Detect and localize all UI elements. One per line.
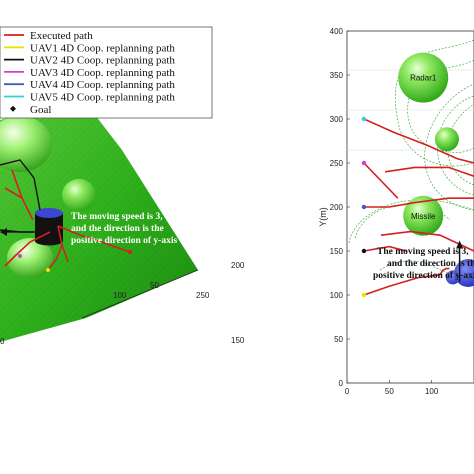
- threat-sphere-1: [62, 179, 96, 211]
- executed-path-0: [363, 118, 474, 164]
- executed-path-4: [363, 245, 407, 252]
- y-axis-title: Y(m): [318, 207, 328, 227]
- annotation-3d-line-1: The moving speed is 3,: [71, 212, 163, 222]
- y-tick-label-0: 0: [339, 379, 344, 388]
- start-point-uav2: [361, 248, 367, 254]
- executed-path-7: [439, 267, 450, 276]
- threat-sphere-2: [7, 238, 53, 278]
- executed-paths-3d: [4, 169, 131, 271]
- annotation-3d-line-2: and the direction is the: [71, 224, 164, 234]
- tick-3d-label-4: 150: [231, 336, 245, 345]
- legend-label-5: UAV5 4D Coop. replanning path: [30, 92, 175, 104]
- annotation-3d-line-3: positive direction of y-axis: [71, 236, 177, 246]
- axis-3d-right: [81, 269, 199, 319]
- legend-label-0: Executed path: [30, 30, 93, 42]
- tick-3d-label-1: 250: [196, 291, 210, 300]
- start-point-uav1: [361, 292, 367, 298]
- legend-label-6: Goal: [30, 104, 51, 116]
- tick-3d-label-3: 100: [113, 291, 127, 300]
- annotation-3d: The moving speed is 3, and the direction…: [71, 212, 177, 246]
- executed-path-3: [363, 197, 474, 208]
- x-tick-label-50: 50: [385, 387, 394, 396]
- y-tick-label-250: 250: [330, 159, 344, 168]
- legend-label-3: UAV3 4D Coop. replanning path: [30, 67, 175, 79]
- executed-path-6: [363, 274, 441, 296]
- threat-circle-1: [434, 127, 459, 152]
- legend-marker-goal: [10, 105, 16, 112]
- annotation-2d-line-2: and the direction is the: [387, 259, 474, 269]
- start-point-uav3: [361, 160, 367, 166]
- y-tick-label-300: 300: [330, 115, 344, 124]
- tick-3d-label-5: 50: [150, 281, 159, 290]
- legend-label-4: UAV4 4D Coop. replanning path: [30, 79, 175, 91]
- direction-arrowhead-icon: [456, 240, 464, 249]
- goal-point-3d: [127, 249, 133, 255]
- annotation-2d-line-1: The moving speed is 3,: [377, 247, 469, 257]
- annotation-2d: The moving speed is 3, and the direction…: [373, 247, 474, 281]
- y-tick-label-50: 50: [334, 335, 343, 344]
- start-point-uav5: [361, 116, 367, 122]
- threat-label-0: Radar1: [410, 74, 437, 83]
- y-tick-label-100: 100: [330, 291, 344, 300]
- y-tick-label-150: 150: [330, 247, 344, 256]
- y-tick-label-350: 350: [330, 71, 344, 80]
- legend-label-1: UAV1 4D Coop. replanning path: [30, 42, 175, 54]
- tick-3d-label-6: 0: [0, 337, 5, 346]
- tick-3d-label-0: 200: [231, 261, 245, 270]
- start-point-uav4: [361, 204, 367, 210]
- annotation-2d-line-3: positive direction of y-axis: [373, 271, 474, 281]
- y-tick-label-400: 400: [330, 27, 344, 36]
- executed-path-1: [363, 162, 399, 199]
- axis-ticks-3d: 250 200 150 100 50 0: [0, 261, 245, 346]
- radar-dome: [0, 116, 52, 172]
- panel-2d-map: Radar1 Missile The moving speed is 3, and…: [318, 27, 474, 396]
- legend-label-2: UAV2 4D Coop. replanning path: [30, 55, 175, 67]
- arrowhead-3d-icon: [0, 228, 7, 236]
- start-point-uav3-3d: [18, 254, 22, 258]
- x-tick-label-100: 100: [425, 387, 439, 396]
- threat-circle-2: [403, 195, 444, 236]
- threat-circle-0: [398, 52, 449, 103]
- threat-label-2: Missile: [411, 212, 436, 221]
- legend-box: [0, 26, 213, 119]
- start-point-uav1-3d: [46, 268, 50, 272]
- y-tick-label-200: 200: [330, 203, 344, 212]
- cylinder-obstacle: [35, 208, 63, 246]
- panel-3d-view: The moving speed is 3, and the direction…: [0, 26, 245, 346]
- executed-path-2: [384, 166, 474, 177]
- x-tick-label-0: 0: [345, 387, 350, 396]
- executed-path-5: [380, 230, 474, 252]
- terrain-mesh: [0, 98, 198, 342]
